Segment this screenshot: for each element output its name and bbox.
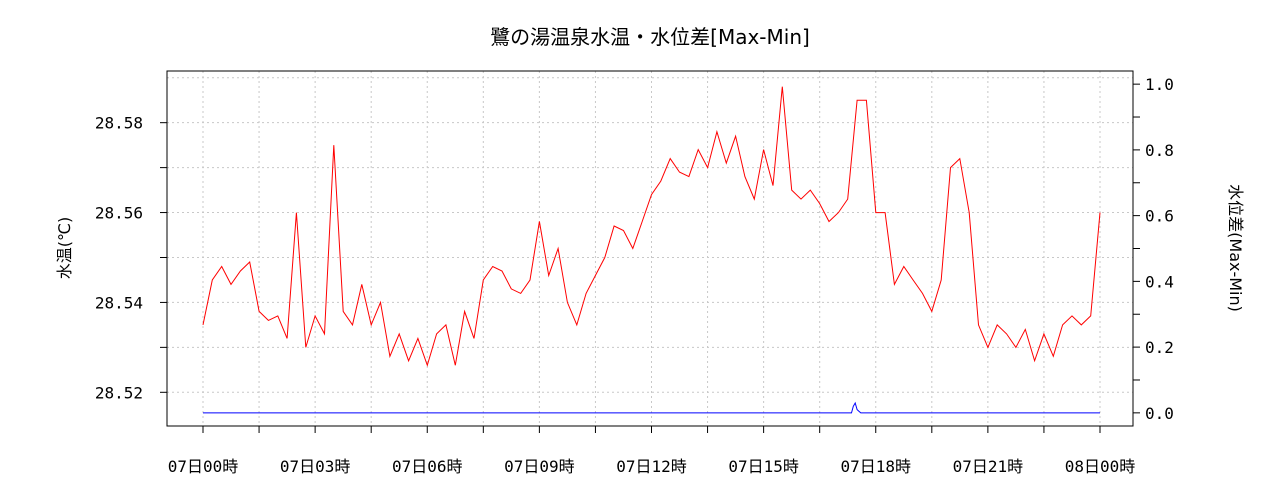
y-right-tick-label: 1.0	[1145, 75, 1174, 94]
axes: 07日00時 07日03時 07日06時 07日09時 07日12時 07日15時 07日1…	[95, 75, 1174, 476]
x-tick-label: 07日21時	[953, 457, 1024, 476]
y-axis-right-title: 水位差(Max-Min)	[1226, 184, 1245, 312]
x-tick-label: 07日06時	[392, 457, 463, 476]
y-right-tick-label: 0.0	[1145, 404, 1174, 423]
x-tick-label: 07日12時	[616, 457, 687, 476]
y-left-tick-label: 28.58	[95, 114, 143, 133]
y-right-tick-label: 0.8	[1145, 141, 1174, 160]
x-tick-label: 07日00時	[168, 457, 239, 476]
x-tick-label: 07日15時	[728, 457, 799, 476]
grid	[167, 71, 1133, 426]
series-layer	[202, 86, 1101, 414]
chart-title: 鷺の湯温泉水温・水位差[Max-Min]	[490, 25, 810, 49]
y-right-tick-label: 0.2	[1145, 338, 1174, 357]
x-tick-label: 08日00時	[1065, 457, 1136, 476]
y-right-tick-label: 0.4	[1145, 272, 1174, 291]
x-tick-label: 07日18時	[840, 457, 911, 476]
water-temp-line	[202, 86, 1101, 367]
water-level-diff-line	[203, 401, 1100, 414]
y-left-tick-label: 28.56	[95, 204, 143, 223]
x-tick-label: 07日03時	[280, 457, 351, 476]
y-axis-left-title: 水温(℃)	[55, 217, 74, 279]
y-left-tick-label: 28.54	[95, 293, 143, 312]
y-left-tick-label: 28.52	[95, 383, 143, 402]
y-right-tick-label: 0.6	[1145, 207, 1174, 226]
x-tick-label: 07日09時	[504, 457, 575, 476]
